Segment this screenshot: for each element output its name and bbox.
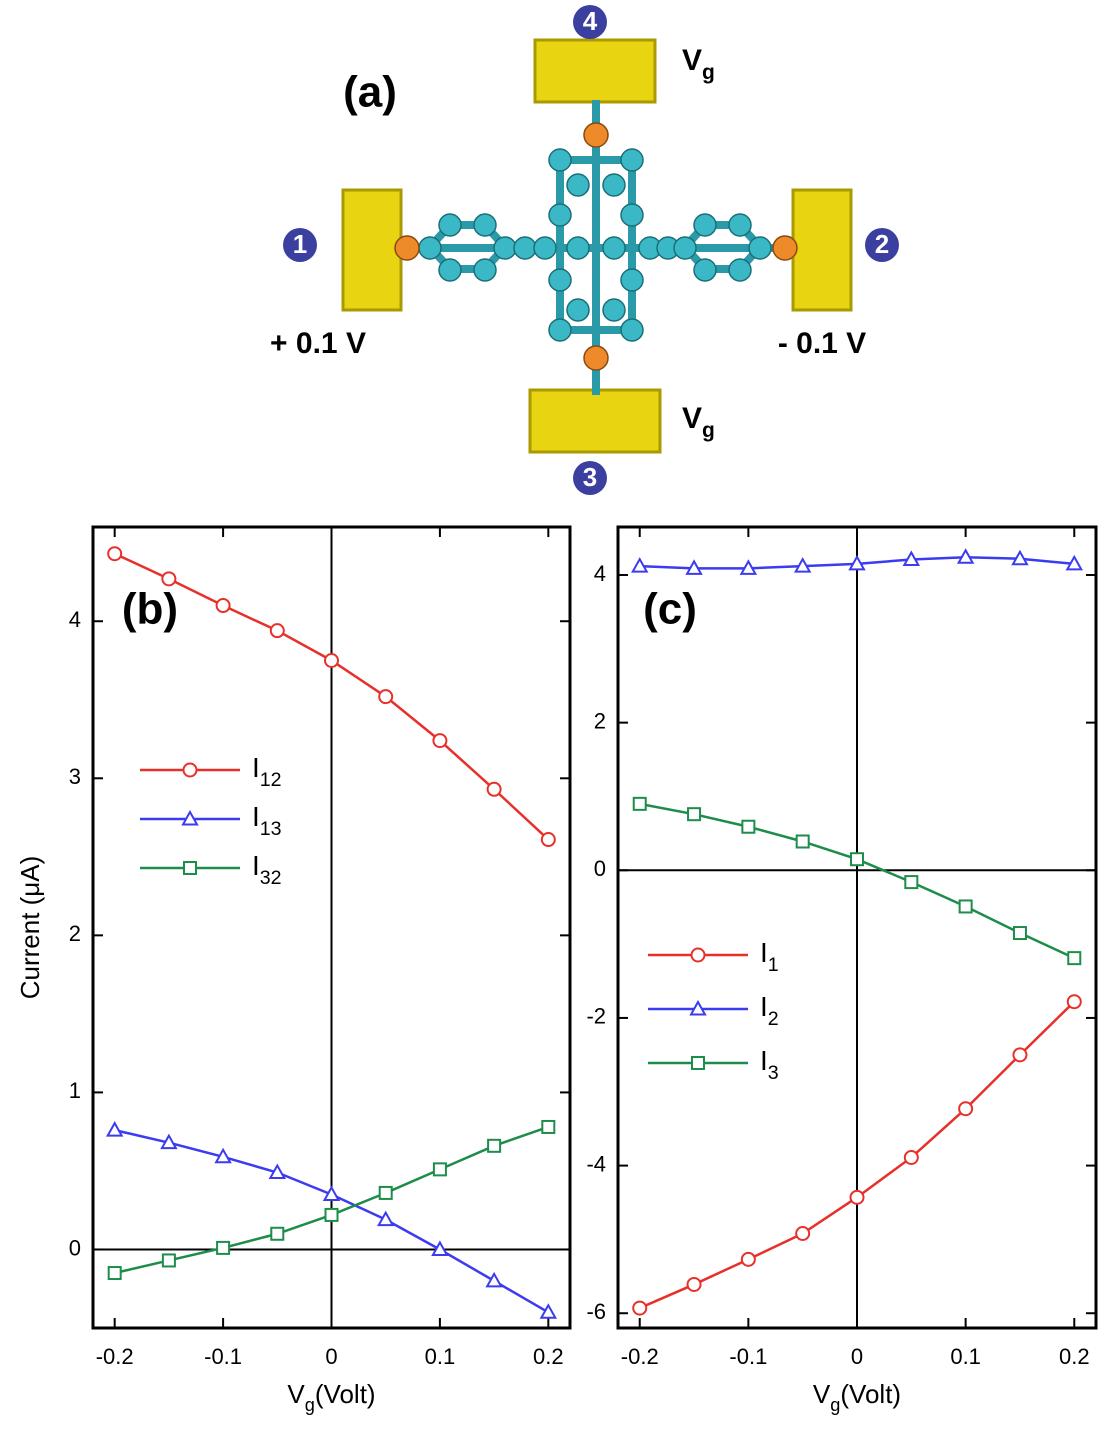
marker [960, 900, 972, 912]
marker [688, 808, 700, 820]
y-tick-label: 0 [69, 1235, 81, 1260]
marker [634, 798, 646, 810]
marker [271, 624, 284, 637]
x-tick-label: 0 [851, 1344, 863, 1369]
x-tick-label: 0 [325, 1344, 337, 1369]
marker [379, 690, 392, 703]
marker [542, 1121, 554, 1133]
terminal-number: 1 [293, 229, 307, 259]
voltage-label: - 0.1 V [778, 327, 866, 360]
marker [1068, 952, 1080, 964]
marker [217, 599, 230, 612]
marker [380, 1187, 392, 1199]
legend-label: I12 [252, 752, 282, 791]
marker [162, 572, 175, 585]
marker [271, 1228, 283, 1240]
marker [797, 835, 809, 847]
marker [434, 1163, 446, 1175]
y-tick-label: 4 [594, 561, 606, 586]
legend-label: I32 [252, 850, 282, 889]
marker [541, 1305, 555, 1318]
legend-marker [184, 764, 197, 777]
legend-marker [692, 949, 705, 962]
marker [163, 1254, 175, 1266]
marker [325, 654, 338, 667]
y-tick-label: 3 [69, 764, 81, 789]
y-tick-label: -4 [586, 1151, 606, 1176]
plot: 0 1 2 3 4 -0.2 -0.1 0 0.1 0.2 Vg(Volt) Current (μA)… [15, 527, 570, 1415]
marker [217, 1242, 229, 1254]
legend-label: I2 [760, 991, 779, 1030]
electrode [793, 190, 851, 310]
marker [959, 1102, 972, 1115]
legend-label: I1 [760, 937, 779, 976]
legend-label: I3 [760, 1045, 779, 1084]
x-tick-label: 0.1 [425, 1344, 456, 1369]
electrode [343, 190, 401, 310]
x-tick-label: 0.2 [1059, 1344, 1090, 1369]
panel-label: (a) [343, 68, 397, 117]
legend-marker [184, 862, 196, 874]
y-tick-label: 1 [69, 1078, 81, 1103]
x-tick-label: -0.1 [729, 1344, 767, 1369]
marker [688, 1278, 701, 1291]
voltage-label: + 0.1 V [270, 327, 366, 360]
marker [905, 876, 917, 888]
marker [1013, 1048, 1026, 1061]
figure: (a) + 0.1 V - 0.1 V Vg Vg 1 2 3 4 01234-… [0, 0, 1103, 1425]
marker [379, 1213, 393, 1226]
x-axis-label: Vg(Volt) [813, 1379, 901, 1415]
terminal-number: 4 [583, 6, 598, 36]
terminal-number: 2 [875, 229, 889, 259]
gate-label: Vg [682, 44, 715, 84]
molecule [343, 40, 851, 452]
electrode [535, 40, 655, 102]
marker [796, 1227, 809, 1240]
marker [1068, 995, 1081, 1008]
marker [851, 853, 863, 865]
legend-marker [692, 1057, 704, 1069]
marker [742, 821, 754, 833]
gate-label: Vg [682, 402, 715, 442]
x-axis-label: Vg(Volt) [287, 1379, 375, 1415]
marker [488, 783, 501, 796]
marker [487, 1274, 501, 1287]
marker [433, 734, 446, 747]
marker [326, 1209, 338, 1221]
marker [742, 1253, 755, 1266]
y-tick-label: -2 [586, 1004, 606, 1029]
y-tick-label: 2 [594, 708, 606, 733]
x-tick-label: -0.2 [621, 1344, 659, 1369]
marker [108, 1123, 122, 1136]
marker [108, 547, 121, 560]
marker [488, 1140, 500, 1152]
marker [542, 833, 555, 846]
marker [633, 1302, 646, 1315]
marker [851, 1191, 864, 1204]
legend-label: I13 [252, 801, 282, 840]
marker [905, 1151, 918, 1164]
marker [1014, 927, 1026, 939]
y-tick-label: -6 [586, 1299, 606, 1324]
y-axis-label: Current (μA) [15, 856, 45, 1000]
x-tick-label: -0.2 [96, 1344, 134, 1369]
plot: -6 -4 -2 0 2 4 -0.2 -0.1 0 0.1 0.2 Vg(Volt) (c) I1 I2 I… [586, 527, 1096, 1415]
x-tick-label: 0.1 [950, 1344, 981, 1369]
electrode [530, 390, 660, 452]
y-tick-label: 4 [69, 607, 81, 632]
y-tick-label: 0 [594, 856, 606, 881]
marker [109, 1267, 121, 1279]
x-tick-label: 0.2 [533, 1344, 564, 1369]
panel-label: (c) [643, 585, 697, 634]
y-tick-label: 2 [69, 921, 81, 946]
terminal-number: 3 [583, 462, 597, 492]
x-tick-label: -0.1 [204, 1344, 242, 1369]
panel-label: (b) [122, 585, 178, 634]
